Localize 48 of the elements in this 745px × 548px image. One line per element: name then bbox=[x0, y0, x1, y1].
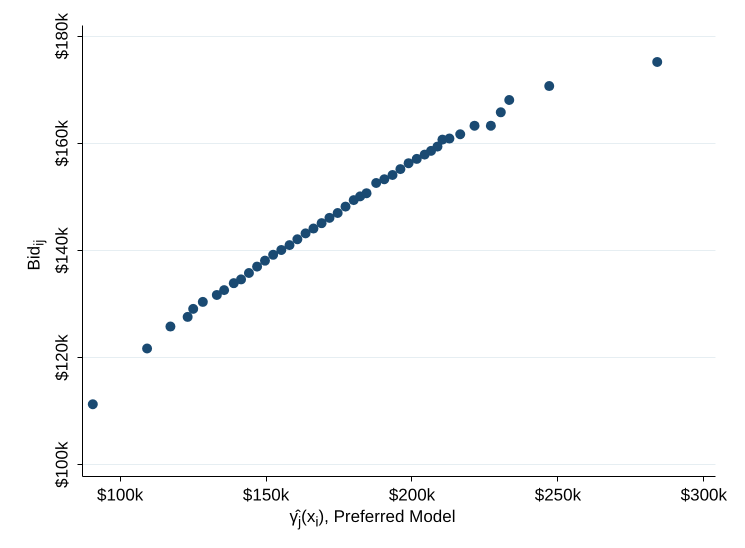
point bbox=[316, 218, 327, 228]
y-tick-label: $140k bbox=[52, 226, 72, 274]
x-tick-label: $150k bbox=[242, 486, 290, 504]
point bbox=[142, 344, 152, 354]
x-tick-label: $100k bbox=[96, 486, 144, 504]
point bbox=[268, 250, 278, 260]
point bbox=[332, 208, 343, 218]
point bbox=[276, 244, 286, 255]
y-tick-label: $120k bbox=[52, 334, 72, 381]
point bbox=[308, 224, 318, 234]
point bbox=[486, 120, 496, 131]
point bbox=[300, 228, 311, 238]
point bbox=[292, 234, 302, 244]
x-tick-label: $250k bbox=[534, 486, 582, 504]
point bbox=[455, 129, 466, 140]
point bbox=[379, 174, 390, 184]
point bbox=[388, 170, 398, 180]
point bbox=[652, 56, 662, 67]
point bbox=[362, 188, 372, 198]
point bbox=[544, 81, 554, 92]
x-tick-label: $200k bbox=[388, 486, 436, 504]
point bbox=[324, 212, 334, 223]
point bbox=[219, 285, 230, 296]
point bbox=[284, 240, 294, 250]
y-tick-label: $160k bbox=[52, 120, 72, 167]
point bbox=[244, 268, 254, 278]
point bbox=[182, 312, 193, 322]
point bbox=[165, 322, 176, 332]
point bbox=[340, 202, 351, 212]
x-tick-label: $300k bbox=[680, 486, 728, 504]
point bbox=[444, 134, 454, 144]
point bbox=[252, 262, 262, 272]
point bbox=[88, 399, 98, 410]
point bbox=[371, 178, 382, 188]
point bbox=[395, 164, 406, 174]
point bbox=[260, 256, 270, 266]
point bbox=[470, 120, 480, 131]
x-axis-title: γ̂$_{j}$(x$_{i}$), Preferred Model bbox=[288, 507, 456, 530]
point bbox=[412, 154, 422, 164]
point bbox=[212, 290, 222, 300]
point bbox=[236, 274, 246, 284]
point bbox=[504, 95, 514, 105]
point bbox=[188, 304, 198, 314]
y-tick-label: $180k bbox=[52, 12, 72, 60]
point bbox=[432, 142, 442, 152]
point bbox=[404, 158, 414, 168]
point bbox=[198, 296, 208, 307]
point bbox=[496, 107, 506, 118]
